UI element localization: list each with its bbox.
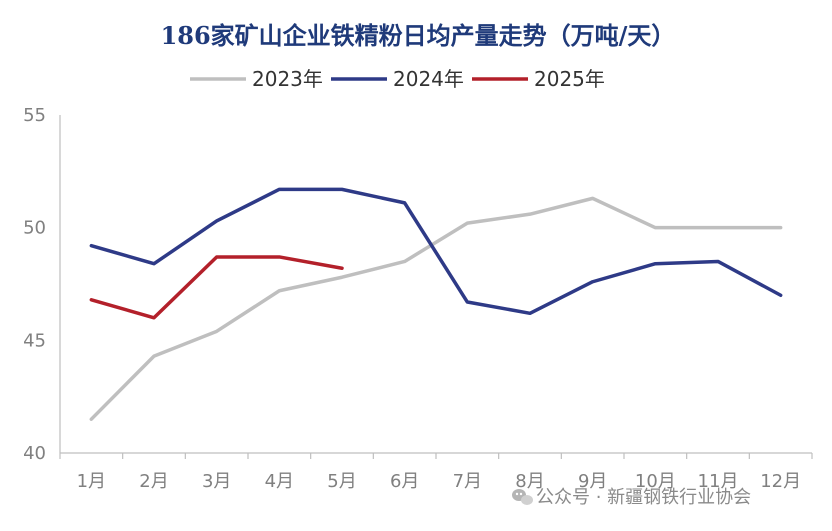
series-line-2024年 xyxy=(89,187,783,316)
series-line-2025年 xyxy=(89,255,344,320)
x-tick-label: 5月 xyxy=(327,471,356,492)
y-tick-label: 55 xyxy=(23,105,46,126)
x-tick-label: 11月 xyxy=(698,471,739,492)
axes xyxy=(59,115,812,454)
series-lines xyxy=(89,187,783,421)
x-tick-label: 6月 xyxy=(390,471,419,492)
x-tick-label: 8月 xyxy=(515,471,544,492)
legend-label: 2025年 xyxy=(534,67,605,91)
x-ticks: 1月 2月 3月 4月 5月 6月 7月 8月 9月 10月 11月 12月 xyxy=(59,453,813,492)
x-tick-label: 9月 xyxy=(578,471,607,492)
x-tick-label: 4月 xyxy=(265,471,294,492)
legend-label: 2024年 xyxy=(393,67,464,91)
x-tick-label: 1月 xyxy=(77,471,106,492)
watermark-text: 公众号 · 新疆钢铁行业协会 xyxy=(536,487,751,508)
y-tick-label: 45 xyxy=(23,330,46,351)
legend-label: 2023年 xyxy=(252,67,323,91)
x-tick-label: 12月 xyxy=(760,471,801,492)
y-tick-label: 50 xyxy=(23,218,46,239)
x-tick-label: 10月 xyxy=(635,471,676,492)
x-tick-label: 7月 xyxy=(453,471,482,492)
watermark: 公众号 · 新疆钢铁行业协会 xyxy=(512,487,751,508)
x-tick-label: 2月 xyxy=(139,471,168,492)
chart-title: 186家矿山企业铁精粉日均产量走势（万吨/天） xyxy=(161,21,676,50)
y-ticks: 40 45 50 55 xyxy=(23,105,46,464)
wechat-icon xyxy=(512,489,533,505)
x-tick-label: 3月 xyxy=(202,471,231,492)
legend: 2023年 2024年 2025年 xyxy=(190,67,605,91)
series-line-2023年 xyxy=(89,196,783,421)
y-tick-label: 40 xyxy=(23,443,46,464)
